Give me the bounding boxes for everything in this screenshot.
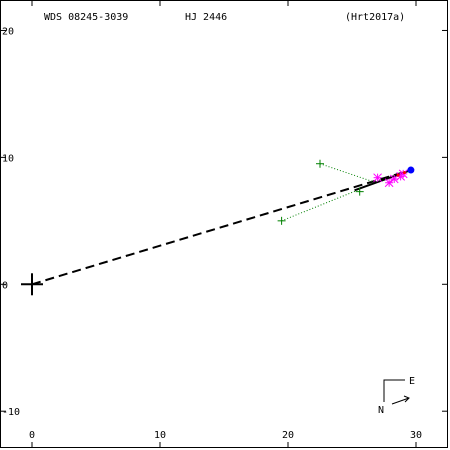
y-tick-label: 20 — [2, 26, 14, 37]
asterisk-marker-d2 — [398, 169, 408, 179]
compass-east-label: E — [409, 376, 415, 387]
compass-arms — [383, 379, 405, 402]
discoverer-label: HJ 2446 — [185, 12, 227, 23]
x-tick-label: 20 — [282, 430, 294, 441]
reference-label: (Hrt2017a) — [345, 12, 405, 23]
x-tick-label: 10 — [154, 430, 166, 441]
dot-marker — [402, 171, 406, 175]
motion-arrow-head — [403, 395, 410, 403]
x-tick-label: 0 — [29, 430, 35, 441]
data-layer — [21, 159, 415, 296]
direction-line — [31, 169, 412, 286]
dot-marker — [396, 173, 400, 177]
asterisk-marker-d2 — [384, 178, 394, 188]
y-tick-label: -10 — [2, 407, 20, 418]
latest-point-marker — [407, 166, 415, 174]
y-tick-label: 10 — [2, 153, 14, 164]
motion-arrow-shaft — [391, 397, 410, 405]
axis-tick-labels: 0 10 20 30 -10 0 10 20 — [2, 26, 422, 441]
y-tick-label: 0 — [2, 280, 8, 291]
star-id-label: WDS 08245-3039 — [44, 12, 128, 23]
residual-line — [319, 163, 373, 182]
x-tick-label: 30 — [410, 430, 422, 441]
compass-north-label: N — [378, 405, 384, 416]
asterisk-marker-d2 — [373, 173, 382, 183]
compass: E N — [378, 376, 415, 416]
